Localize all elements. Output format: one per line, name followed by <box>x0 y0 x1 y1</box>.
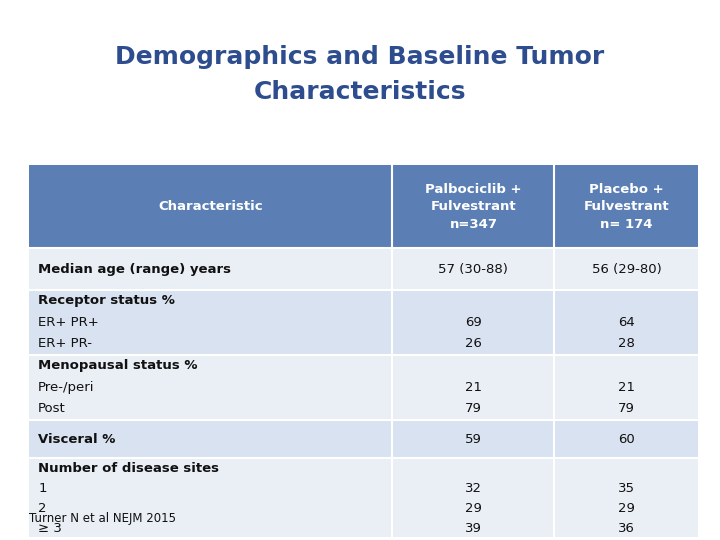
Text: ER+ PR-: ER+ PR- <box>38 338 92 350</box>
Text: 64: 64 <box>618 316 635 329</box>
Text: Number of disease sites: Number of disease sites <box>38 462 219 475</box>
Text: ≥ 3: ≥ 3 <box>38 522 62 535</box>
Text: 36: 36 <box>618 522 635 535</box>
Text: ER+ PR+: ER+ PR+ <box>38 316 99 329</box>
Text: Visceral %: Visceral % <box>38 433 115 446</box>
Text: 57 (30-88): 57 (30-88) <box>438 262 508 276</box>
Text: Placebo +
Fulvestrant
n= 174: Placebo + Fulvestrant n= 174 <box>584 183 669 231</box>
Text: 60: 60 <box>618 433 635 446</box>
Text: 2: 2 <box>38 502 47 515</box>
Text: Turner N et al NEJM 2015: Turner N et al NEJM 2015 <box>29 512 176 525</box>
Text: 69: 69 <box>465 316 482 329</box>
Text: 59: 59 <box>465 433 482 446</box>
Text: 29: 29 <box>465 502 482 515</box>
Bar <box>29 165 698 248</box>
Text: Pre-/peri: Pre-/peri <box>38 381 94 394</box>
Text: Palbociclib +
Fulvestrant
n=347: Palbociclib + Fulvestrant n=347 <box>425 183 522 231</box>
Bar <box>29 458 698 538</box>
Text: 21: 21 <box>465 381 482 394</box>
Text: 79: 79 <box>465 402 482 415</box>
Text: Menopausal status %: Menopausal status % <box>38 359 198 372</box>
Text: 29: 29 <box>618 502 635 515</box>
Text: 79: 79 <box>618 402 635 415</box>
Text: Characteristic: Characteristic <box>158 200 263 213</box>
Bar <box>29 290 698 355</box>
Text: Receptor status %: Receptor status % <box>38 294 175 307</box>
Text: 26: 26 <box>465 338 482 350</box>
Text: 39: 39 <box>465 522 482 535</box>
Text: 35: 35 <box>618 482 635 495</box>
Text: Median age (range) years: Median age (range) years <box>38 262 231 276</box>
Text: Characteristics: Characteristics <box>253 80 467 104</box>
Text: Post: Post <box>38 402 66 415</box>
Text: 56 (29-80): 56 (29-80) <box>592 262 661 276</box>
Text: 1: 1 <box>38 482 47 495</box>
Text: 28: 28 <box>618 338 635 350</box>
Bar <box>29 355 698 420</box>
Text: 21: 21 <box>618 381 635 394</box>
Bar <box>29 420 698 458</box>
Text: 32: 32 <box>465 482 482 495</box>
Bar <box>29 248 698 290</box>
Text: Demographics and Baseline Tumor: Demographics and Baseline Tumor <box>115 45 605 69</box>
